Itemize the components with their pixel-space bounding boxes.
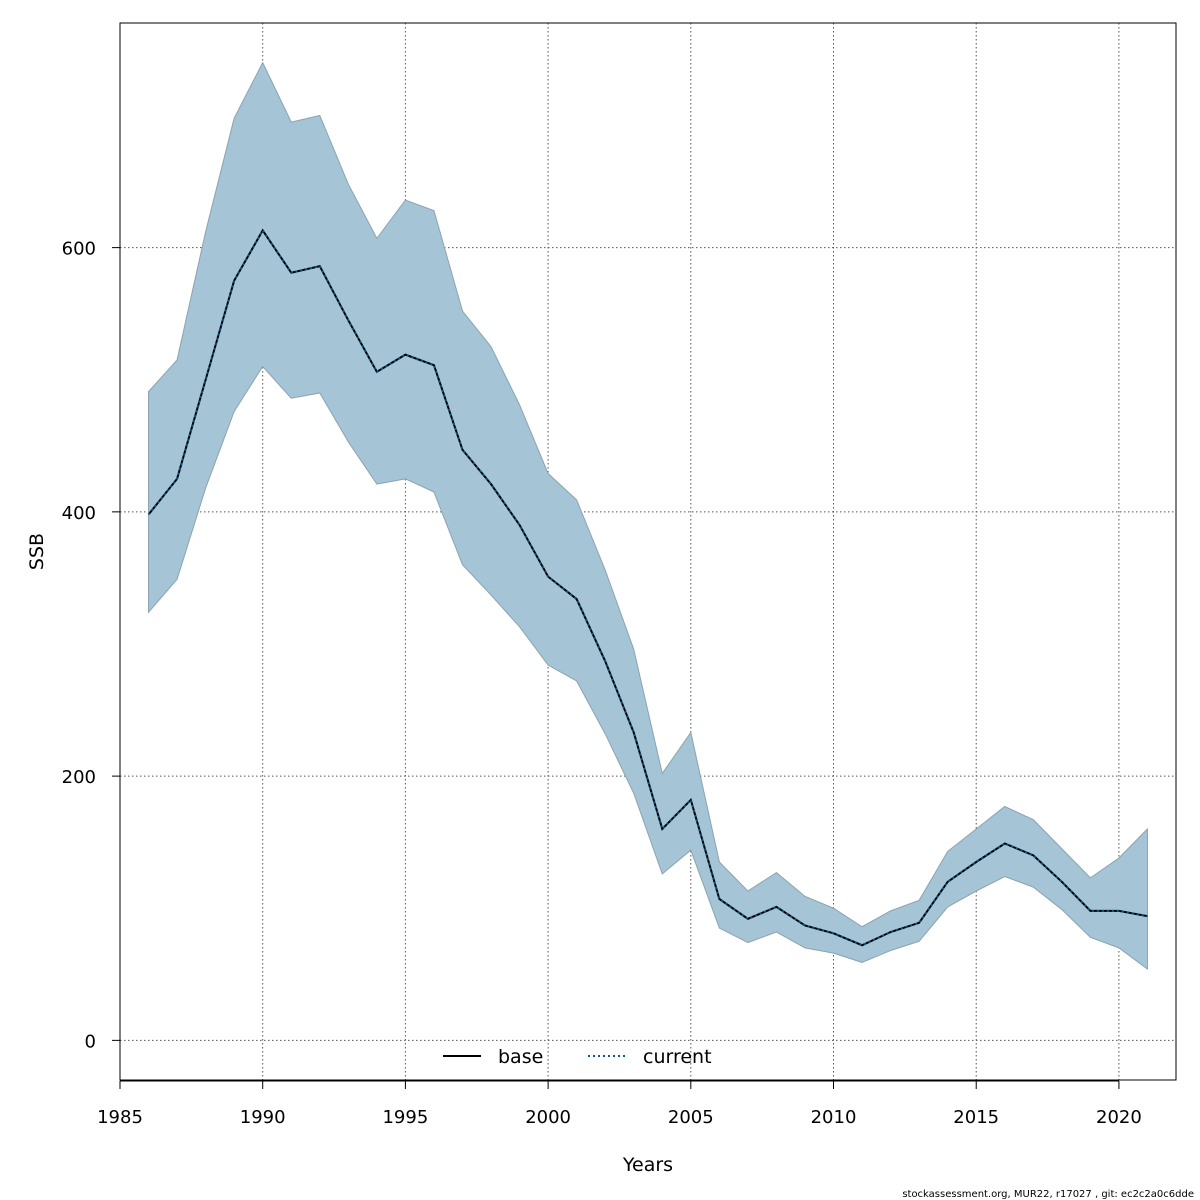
legend-label-current: current [643, 1046, 712, 1068]
y-tick-label-0: 0 [85, 1031, 96, 1052]
y-axis-title: SSB [26, 533, 48, 570]
x-tick-label-2005: 2005 [668, 1107, 714, 1128]
footer-note: stockassessment.org, MUR22, r17027 , git… [902, 1189, 1194, 1200]
x-tick-label-1995: 1995 [382, 1107, 428, 1128]
y-tick-label-600: 600 [62, 239, 96, 260]
y-tick-label-400: 400 [62, 503, 96, 524]
x-tick-label-1990: 1990 [240, 1107, 286, 1128]
confidence-band [148, 61, 1148, 971]
y-tick-label-200: 200 [62, 767, 96, 788]
x-tick-label-2020: 2020 [1096, 1107, 1142, 1128]
x-tick-label-1985: 1985 [97, 1107, 143, 1128]
x-axis: 1985 1990 1995 2000 2005 2010 2015 2020 [97, 1080, 1142, 1128]
legend: base current [443, 1046, 712, 1068]
legend-label-base: base [498, 1046, 543, 1068]
x-tick-label-2000: 2000 [525, 1107, 571, 1128]
y-axis: 0 200 400 600 [62, 239, 121, 1052]
x-tick-label-2010: 2010 [811, 1107, 857, 1128]
series-line-current [147, 228, 1148, 947]
x-axis-title: Years [622, 1154, 673, 1176]
x-tick-label-2015: 2015 [953, 1107, 999, 1128]
